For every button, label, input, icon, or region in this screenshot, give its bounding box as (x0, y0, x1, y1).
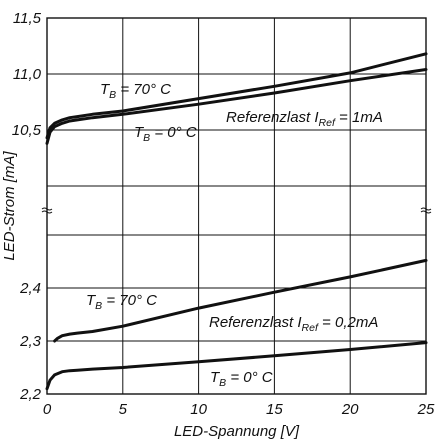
y-tick-label: 11,0 (13, 66, 42, 83)
x-tick-label: 20 (341, 401, 359, 418)
x-tick-label: 10 (190, 401, 207, 418)
x-axis-title: LED-Spannung [V] (174, 423, 300, 440)
series-label-upper-tb-0c: TB = 0° C (134, 124, 197, 144)
data-curves (45, 52, 428, 391)
grid-lines (46, 18, 427, 394)
series-label-lower-tb-70c: TB = 70° C (86, 292, 157, 312)
axis-break-marks (41, 207, 432, 214)
series-line-upper-tb-0c (45, 68, 428, 145)
tick-labels: 0 5 10 15 20 25 10,5 11,0 11,5 2,2 2,3 2,4 (12, 10, 435, 418)
plot-frame (46, 17, 427, 395)
series-line-lower-tb-70c (53, 258, 428, 343)
annotation-upper-referenzlast: Referenzlast IRef = 1mA (226, 109, 383, 129)
y-tick-label: 11,5 (13, 10, 42, 27)
y-tick-label: 2,3 (19, 333, 42, 350)
x-tick-label: 25 (417, 401, 435, 418)
series-line-upper-tb-70c (45, 52, 428, 140)
x-tick-label: 0 (43, 401, 52, 418)
y-tick-label: 10,5 (12, 122, 42, 139)
series-label-lower-tb-0c: TB = 0° C (210, 369, 273, 389)
x-tick-label: 5 (119, 401, 128, 418)
y-axis-title: LED-Strom [mA] (1, 151, 18, 261)
series-line-lower-tb-0c (45, 341, 428, 391)
y-tick-label: 2,4 (19, 280, 41, 297)
series-labels: TB = 70° C TB = 0° C Referenzlast IRef = 1… (86, 81, 383, 389)
series-label-upper-tb-70c: TB = 70° C (100, 81, 171, 101)
x-tick-label: 15 (266, 401, 283, 418)
annotation-lower-referenzlast: Referenzlast IRef = 0,2mA (209, 314, 378, 334)
y-tick-label: 2,2 (19, 386, 42, 403)
